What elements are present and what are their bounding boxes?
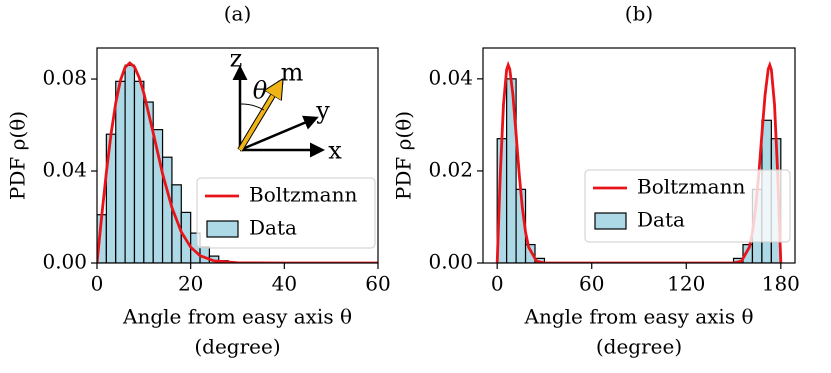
- panel-title: (b): [625, 2, 653, 26]
- panel: (a) PDF ρ(θ) Angle from easy axis θ (degree…: [6, 2, 391, 359]
- inset-label: θ: [253, 77, 268, 105]
- x-tick-label: 20: [178, 272, 203, 296]
- inset-label: x: [328, 137, 342, 165]
- histogram-bar: [161, 156, 173, 263]
- x-axis-label: (degree): [194, 335, 280, 359]
- legend-patch: [206, 220, 239, 238]
- x-tick-label: 40: [272, 272, 297, 296]
- boltzmann-curve: [97, 61, 378, 263]
- legend-label: Data: [637, 208, 685, 232]
- y-tick-label: 0.04: [42, 158, 87, 182]
- histogram-bar: [171, 184, 182, 263]
- inset-diagram: [232, 65, 325, 158]
- x-tick-label: 180: [762, 272, 800, 296]
- boltzmann-curve: [495, 60, 783, 263]
- legend: Boltzmann Data: [196, 177, 376, 249]
- axes-frame: [96, 47, 379, 264]
- y-tick-label: 0.00: [42, 250, 87, 274]
- legend: Boltzmann Data: [584, 169, 791, 243]
- y-tick-label: 0.04: [428, 65, 473, 89]
- x-axis-label: Angle from easy axis θ: [122, 305, 352, 329]
- x-axis-label: Angle from easy axis θ: [524, 305, 754, 329]
- inset-label: y: [315, 97, 330, 125]
- histogram-bar: [133, 80, 145, 263]
- legend-patch: [594, 212, 627, 230]
- panel-title: (a): [224, 2, 252, 26]
- x-tick-label: 120: [667, 272, 705, 296]
- legend-frame: [584, 169, 791, 243]
- panel: (b) PDF ρ(θ) Angle from easy axis θ (degree…: [392, 2, 800, 359]
- legend-label: Boltzmann: [637, 175, 745, 199]
- histogram-bar: [124, 64, 136, 263]
- y-tick-label: 0.08: [42, 66, 87, 90]
- x-axis-label: (degree): [596, 335, 682, 359]
- x-tick-label: 0: [491, 272, 504, 296]
- inset-label: z: [230, 45, 243, 73]
- x-tick-label: 60: [365, 272, 390, 296]
- histogram-bar: [115, 80, 126, 263]
- y-arrow: [239, 115, 319, 152]
- theta-arc: [239, 103, 265, 111]
- y-axis-label: PDF ρ(θ): [6, 111, 30, 200]
- legend-label: Data: [249, 216, 297, 240]
- y-axis-label: PDF ρ(θ): [392, 111, 416, 200]
- m-arrow: [238, 82, 281, 152]
- axes-frame: [482, 47, 796, 264]
- x-tick-label: 0: [91, 272, 104, 296]
- x-tick-label: 60: [579, 272, 604, 296]
- plot-area: [97, 61, 378, 263]
- inset-label: m: [281, 59, 304, 87]
- y-tick-label: 0.02: [428, 157, 473, 181]
- legend-frame: [196, 177, 376, 249]
- y-tick-label: 0.00: [428, 250, 473, 274]
- legend-label: Boltzmann: [249, 183, 357, 207]
